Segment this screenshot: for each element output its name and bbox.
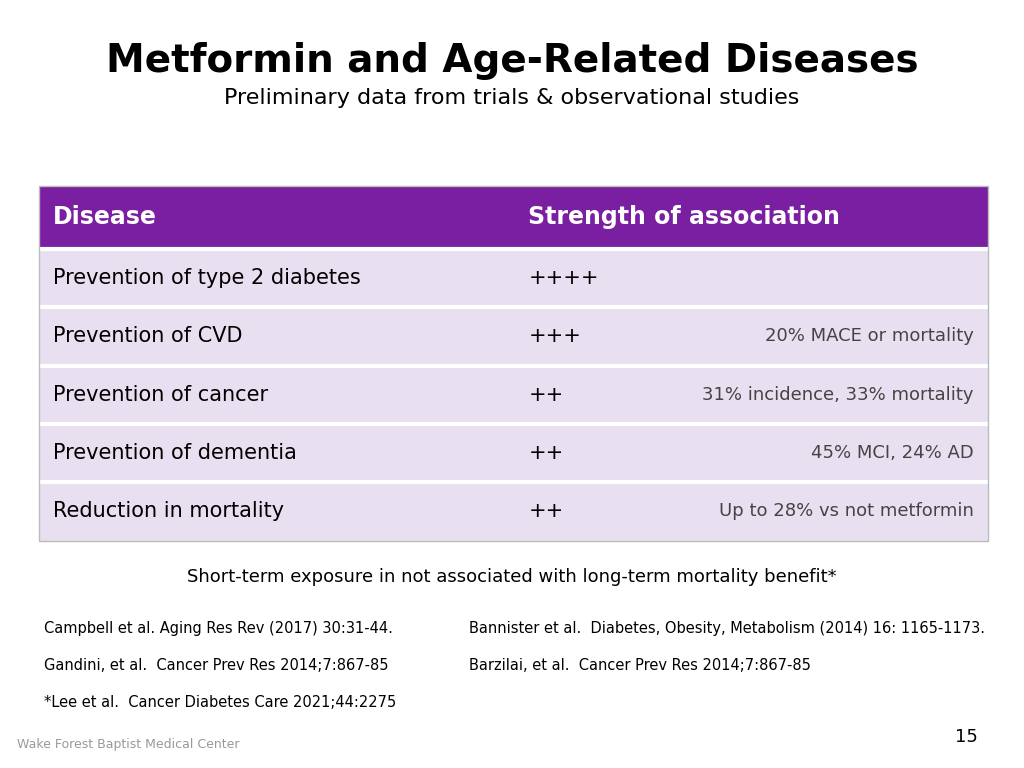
FancyBboxPatch shape — [514, 186, 988, 249]
Text: Prevention of cancer: Prevention of cancer — [53, 385, 268, 405]
Text: *Lee et al.  Cancer Diabetes Care 2021;44:2275: *Lee et al. Cancer Diabetes Care 2021;44… — [44, 695, 396, 710]
Text: Reduction in mortality: Reduction in mortality — [53, 502, 285, 521]
Text: Barzilai, et al.  Cancer Prev Res 2014;7:867-85: Barzilai, et al. Cancer Prev Res 2014;7:… — [469, 658, 811, 674]
Text: ++++: ++++ — [528, 268, 599, 288]
Text: Bannister et al.  Diabetes, Obesity, Metabolism (2014) 16: 1165-1173.: Bannister et al. Diabetes, Obesity, Meta… — [469, 621, 985, 637]
FancyBboxPatch shape — [39, 482, 988, 541]
Text: ++: ++ — [528, 385, 563, 405]
Text: Gandini, et al.  Cancer Prev Res 2014;7:867-85: Gandini, et al. Cancer Prev Res 2014;7:8… — [44, 658, 388, 674]
FancyBboxPatch shape — [39, 249, 988, 307]
Text: 20% MACE or mortality: 20% MACE or mortality — [765, 327, 974, 346]
FancyBboxPatch shape — [39, 307, 988, 366]
Text: Wake Forest Baptist Medical Center: Wake Forest Baptist Medical Center — [16, 738, 240, 751]
Text: Prevention of type 2 diabetes: Prevention of type 2 diabetes — [53, 268, 361, 288]
Text: Campbell et al. Aging Res Rev (2017) 30:31-44.: Campbell et al. Aging Res Rev (2017) 30:… — [44, 621, 393, 637]
Text: 31% incidence, 33% mortality: 31% incidence, 33% mortality — [702, 386, 974, 404]
Text: Disease: Disease — [53, 205, 157, 230]
FancyBboxPatch shape — [39, 366, 988, 424]
Text: Strength of association: Strength of association — [528, 205, 841, 230]
Text: 45% MCI, 24% AD: 45% MCI, 24% AD — [811, 444, 974, 462]
Text: Short-term exposure in not associated with long-term mortality benefit*: Short-term exposure in not associated wi… — [187, 568, 837, 585]
Text: Prevention of CVD: Prevention of CVD — [53, 326, 243, 346]
Text: ++: ++ — [528, 502, 563, 521]
FancyBboxPatch shape — [39, 186, 514, 249]
Text: 15: 15 — [955, 729, 978, 746]
FancyBboxPatch shape — [39, 424, 988, 482]
Text: Up to 28% vs not metformin: Up to 28% vs not metformin — [719, 502, 974, 521]
Text: ++: ++ — [528, 443, 563, 463]
Text: Metformin and Age-Related Diseases: Metformin and Age-Related Diseases — [105, 42, 919, 80]
Text: +++: +++ — [528, 326, 582, 346]
Text: Preliminary data from trials & observational studies: Preliminary data from trials & observati… — [224, 88, 800, 108]
Text: Prevention of dementia: Prevention of dementia — [53, 443, 297, 463]
